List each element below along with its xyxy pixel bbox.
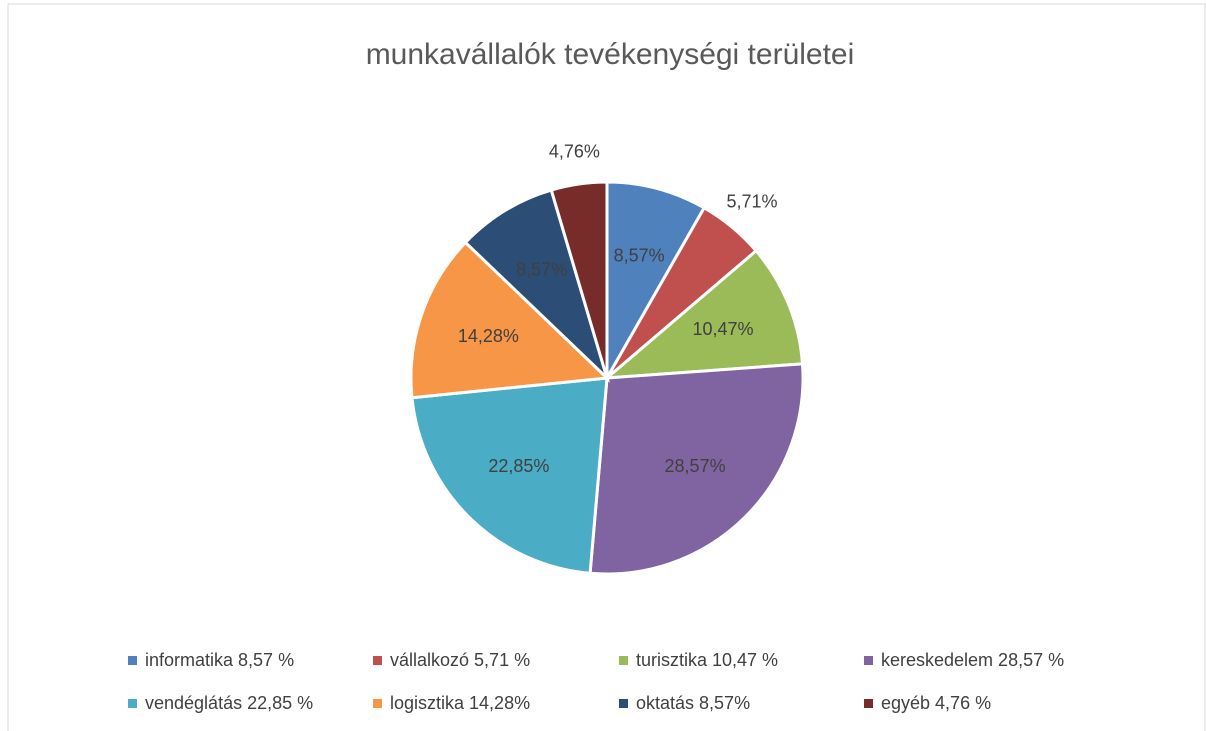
legend-marker [373, 656, 382, 665]
legend-marker [128, 699, 137, 708]
pie-slice [602, 248, 805, 380]
data-label: 22,85% [488, 456, 549, 476]
legend-label: oktatás 8,57% [636, 693, 750, 713]
legend-label: egyéb 4,76 % [881, 693, 991, 713]
legend-label: vendéglátás 22,85 % [145, 693, 313, 713]
pie-slice [410, 376, 609, 575]
legend-label: logisztika 14,28% [390, 693, 530, 713]
legend-label: turisztika 10,47 % [636, 650, 778, 670]
legend-label: vállalkozó 5,71 % [390, 650, 530, 670]
data-label: 8,57% [614, 246, 665, 266]
chart-title: munkavállalók tevékenységi területei [366, 38, 855, 71]
data-label: 28,57% [665, 456, 726, 476]
legend-marker [128, 656, 137, 665]
legend-marker [619, 656, 628, 665]
pie-slice [549, 180, 609, 379]
legend-label: informatika 8,57 % [145, 650, 294, 670]
legend-marker [864, 699, 873, 708]
data-label: 4,76% [549, 142, 600, 162]
legend-marker [373, 699, 382, 708]
legend-marker [619, 699, 628, 708]
data-label: 5,71% [726, 192, 777, 212]
legend-label: kereskedelem 28,57 % [881, 650, 1064, 670]
data-label: 10,47% [693, 319, 754, 339]
data-label: 14,28% [458, 326, 519, 346]
pie-slice [409, 240, 611, 400]
pie-slice [588, 362, 805, 576]
pie-slice [605, 180, 707, 384]
data-label: 8,57% [516, 260, 567, 280]
pie-slice [463, 188, 611, 383]
legend-marker [864, 656, 873, 665]
